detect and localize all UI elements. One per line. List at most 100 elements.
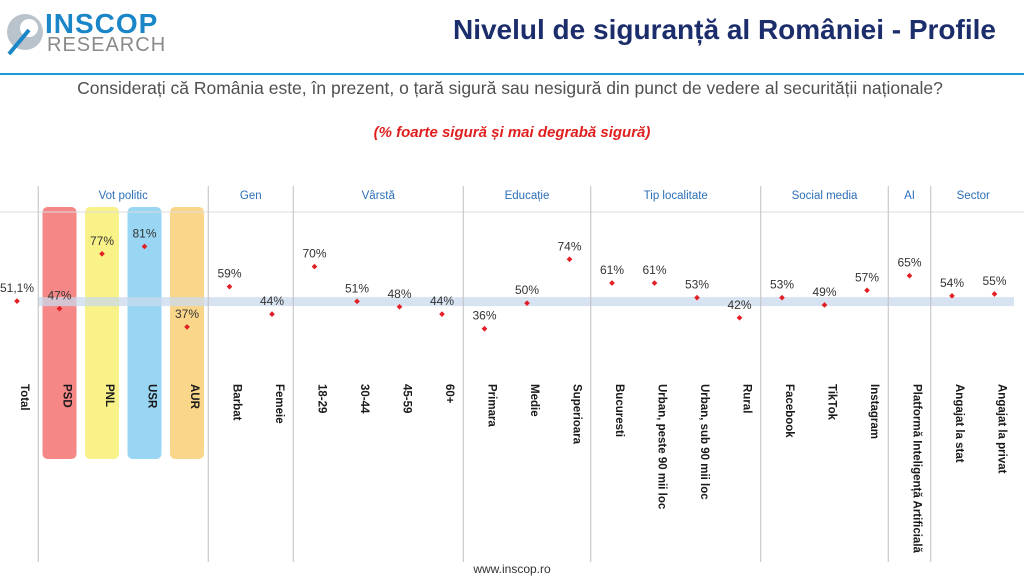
highlight-pnl: [85, 207, 119, 459]
category-labels: Total PSD PNL USR AUR Barbat Femeie 18-29 30-44 4…: [18, 384, 1008, 554]
point-aur: [184, 324, 190, 330]
value-label-total: 51,1%: [0, 281, 34, 295]
group-dividers: [0, 186, 1024, 562]
page-title: Nivelul de siguranță al României - Profi…: [452, 14, 996, 45]
point-45-59: [396, 303, 403, 310]
point-urban-peste-90-mii-loc: [651, 280, 658, 286]
value-label-facebook: 53%: [770, 278, 794, 292]
logo-mark-icon: [7, 14, 43, 56]
point-60: [439, 311, 445, 317]
value-label-instagram: 57%: [855, 270, 879, 284]
point-facebook: [779, 294, 785, 301]
point-18-29: [311, 263, 318, 270]
footer-url: www.inscop.ro: [473, 562, 551, 576]
category-label-tiktok: TikTok: [826, 384, 838, 421]
value-label-angajat-la-privat: 55%: [982, 274, 1006, 288]
group-label-tip-localitate: Tip localitate: [644, 190, 708, 202]
value-label-platforma-inteligenta-artificiala: 65%: [897, 256, 921, 270]
point-30-44: [354, 298, 360, 305]
value-label-urban-peste-90-mii-loc: 61%: [642, 263, 666, 277]
point-superioara: [566, 256, 573, 263]
category-label-instagram: Instagram: [868, 384, 880, 439]
point-urban-sub-90-mii-loc: [694, 294, 700, 301]
value-label-tiktok: 49%: [812, 285, 836, 299]
point-pnl: [99, 250, 105, 257]
value-label-psd: 47%: [47, 289, 71, 303]
point-angajat-la-privat: [991, 291, 998, 297]
category-label-urban-peste-90-mii-loc: Urban, peste 90 mii loc: [656, 384, 668, 510]
point-primara: [481, 325, 488, 332]
category-label-18-29: 18-29: [316, 384, 328, 413]
category-label-60: 60+: [443, 384, 455, 404]
title-divider: [0, 73, 1024, 75]
point-rural: [736, 314, 743, 321]
value-label-usr: 81%: [132, 226, 156, 240]
data-points: [14, 243, 998, 332]
value-label-45-59: 48%: [387, 287, 411, 301]
point-total: [14, 298, 20, 304]
group-labels: Vot politic Gen Vârstă Educație Tip localita…: [99, 190, 990, 202]
value-label-30-44: 51%: [345, 281, 369, 295]
point-medie: [524, 300, 530, 306]
point-instagram: [864, 287, 870, 294]
value-label-18-29: 70%: [302, 247, 326, 261]
point-tiktok: [821, 302, 828, 308]
category-label-primara: Primara: [486, 384, 498, 427]
value-label-rural: 42%: [727, 298, 751, 312]
metric-note: (% foarte sigură și mai degrabă sigură): [373, 124, 651, 141]
category-label-pnl: PNL: [103, 384, 115, 407]
header: INSCOP RESEARCH Nivelul de siguranță al …: [0, 0, 1024, 76]
category-label-angajat-la-stat: Angajat la stat: [953, 384, 965, 463]
category-label-femeie: Femeie: [273, 384, 285, 424]
category-label-30-44: 30-44: [358, 384, 370, 414]
category-label-psd: PSD: [61, 384, 73, 408]
point-barbat: [226, 283, 233, 290]
value-label-medie: 50%: [515, 283, 539, 297]
point-platforma-inteligenta-artificiala: [906, 272, 913, 279]
value-label-60: 44%: [430, 294, 454, 308]
category-label-usr: USR: [146, 384, 158, 409]
value-label-aur: 37%: [175, 307, 199, 321]
category-label-aur: AUR: [188, 384, 200, 410]
logo-text-top: INSCOP: [45, 8, 159, 39]
category-label-rural: Rural: [741, 384, 753, 413]
category-label-45-59: 45-59: [401, 384, 413, 413]
category-label-urban-sub-90-mii-loc: Urban, sub 90 mii loc: [698, 384, 710, 500]
point-angajat-la-stat: [949, 293, 955, 299]
group-label-varsta: Vârstă: [362, 190, 396, 202]
logo-text-bottom: RESEARCH: [47, 34, 167, 56]
group-label-sector: Sector: [957, 190, 990, 202]
group-label-vot-politic: Vot politic: [99, 190, 148, 202]
highlight-usr: [127, 207, 162, 459]
value-label-pnl: 77%: [90, 234, 114, 248]
group-label-educatie: Educație: [505, 190, 550, 202]
category-label-barbat: Barbat: [231, 384, 243, 421]
category-label-angajat-la-privat: Angajat la privat: [996, 384, 1008, 474]
point-femeie: [269, 311, 275, 317]
highlight-aur: [170, 207, 204, 459]
value-label-bucuresti: 61%: [600, 263, 624, 277]
category-label-superioara: Superioara: [571, 384, 583, 445]
group-label-ai: AI: [904, 190, 915, 202]
value-label-angajat-la-stat: 54%: [940, 276, 964, 290]
inscop-logo: INSCOP RESEARCH: [5, 8, 185, 60]
category-label-total: Total: [18, 384, 30, 411]
point-usr: [141, 243, 148, 250]
value-label-superioara: 74%: [557, 239, 581, 253]
profile-chart: Vot politic Gen Vârstă Educație Tip localita…: [0, 186, 1024, 562]
value-label-femeie: 44%: [260, 294, 284, 308]
survey-question: Considerați că România este, în prezent,…: [77, 78, 943, 98]
value-label-primara: 36%: [472, 309, 496, 323]
point-bucuresti: [609, 280, 615, 286]
party-highlights: [42, 207, 204, 459]
highlight-psd: [42, 207, 77, 459]
value-label-urban-sub-90-mii-loc: 53%: [685, 278, 709, 292]
group-label-gen: Gen: [240, 190, 262, 202]
value-labels: 51,1% 47% 77% 81% 37% 59% 44% 70% 51% 48% 44% 36% 50…: [0, 226, 1007, 322]
value-label-barbat: 59%: [217, 267, 241, 281]
category-label-facebook: Facebook: [783, 384, 795, 438]
category-label-platforma-inteligenta-artificiala: Platformă Inteligență Artificială: [911, 384, 923, 554]
category-label-medie: Medie: [528, 384, 540, 417]
category-label-bucuresti: Bucuresti: [613, 384, 625, 437]
group-label-social-media: Social media: [792, 190, 858, 202]
